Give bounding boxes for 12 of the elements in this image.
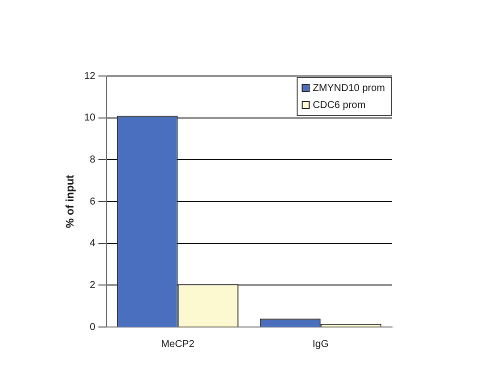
x-tick-label: IgG <box>312 338 329 350</box>
y-tick-label: 8 <box>90 154 96 166</box>
y-tick-label: 0 <box>90 322 96 333</box>
y-tick-label: 12 <box>84 70 96 82</box>
x-tick-label: MeCP2 <box>161 338 195 350</box>
legend-label: CDC6 prom <box>312 100 366 111</box>
y-tick-label: 2 <box>90 280 96 291</box>
y-tick-label: 4 <box>90 238 96 250</box>
y-tick-label: 6 <box>90 196 96 208</box>
legend-label: ZMYND10 prom <box>312 82 386 94</box>
y-axis-title: % of input <box>64 174 77 228</box>
y-tick-label: 10 <box>84 112 96 124</box>
